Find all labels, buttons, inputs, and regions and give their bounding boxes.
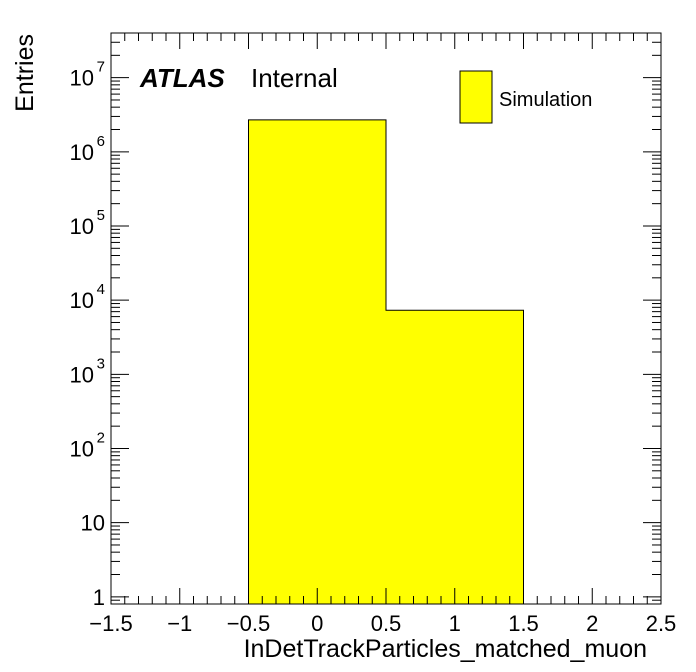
y-tick-label: 10 bbox=[70, 288, 94, 313]
x-tick-label: 0.5 bbox=[371, 611, 402, 636]
histogram-bars bbox=[248, 119, 524, 604]
x-axis-title: InDetTrackParticles_matched_muon bbox=[244, 635, 647, 663]
x-tick-label: 2.5 bbox=[646, 611, 677, 636]
x-tick-label: −1 bbox=[167, 611, 192, 636]
y-tick-label: 1 bbox=[93, 585, 105, 610]
x-tick-label: 1.5 bbox=[508, 611, 539, 636]
y-tick-label: 10 bbox=[70, 66, 94, 91]
x-tick-label: 2 bbox=[586, 611, 598, 636]
histogram-outline bbox=[248, 119, 524, 604]
x-tick-label: −0.5 bbox=[227, 611, 270, 636]
x-tick-label: 1 bbox=[449, 611, 461, 636]
y-tick-label: 10 bbox=[81, 511, 105, 536]
y-tick-label: 10 bbox=[70, 362, 94, 387]
y-tick-label: 10 bbox=[70, 214, 94, 239]
x-tick-label: 0 bbox=[311, 611, 323, 636]
y-tick-label: 10 bbox=[70, 436, 94, 461]
legend-swatch bbox=[459, 70, 493, 124]
legend-label: Simulation bbox=[499, 89, 592, 111]
histogram-bar bbox=[386, 310, 524, 604]
legend: Simulation bbox=[459, 70, 592, 124]
y-tick-exponent: 2 bbox=[97, 429, 105, 446]
y-tick-exponent: 4 bbox=[97, 281, 105, 298]
x-tick-label: −1.5 bbox=[89, 611, 132, 636]
y-tick-exponent: 7 bbox=[97, 59, 105, 76]
y-axis-title: Entries bbox=[11, 34, 39, 112]
y-tick-exponent: 3 bbox=[97, 355, 105, 372]
x-tick-labels: −1.5 −1 −0.5 0 0.5 1 1.5 2 2.5 bbox=[89, 611, 676, 636]
y-tick-exponent: 6 bbox=[97, 133, 105, 150]
y-tick-exponent: 5 bbox=[97, 207, 105, 224]
y-tick-label: 10 bbox=[70, 140, 94, 165]
atlas-label: ATLAS bbox=[139, 63, 225, 93]
atlas-status-label: Internal bbox=[251, 63, 338, 93]
axis-ticks bbox=[110, 32, 662, 605]
histogram-bar bbox=[248, 119, 386, 604]
